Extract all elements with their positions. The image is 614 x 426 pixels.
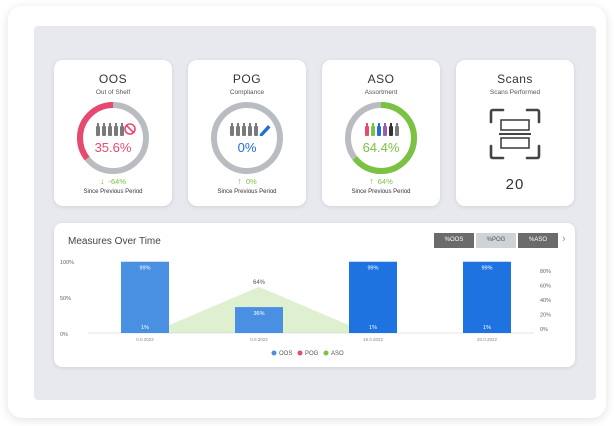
scan-frame-icon bbox=[489, 108, 541, 160]
oos-bar bbox=[349, 261, 397, 333]
right-tick-label: 60% bbox=[540, 284, 551, 290]
aso-progress-ring bbox=[345, 102, 417, 174]
right-tick-label: 20% bbox=[540, 313, 551, 319]
arrow-up-icon: ↑ bbox=[237, 176, 242, 186]
scans-subtitle: Scans Performed bbox=[489, 89, 541, 96]
legend-swatch bbox=[297, 350, 303, 356]
pog-card[interactable]: POG Compliance 0% ↑ 0% Since Previous Per… bbox=[188, 60, 306, 206]
category-label: 0.0.2022 bbox=[136, 337, 154, 342]
scans-count: 20 bbox=[505, 176, 525, 193]
aso-card[interactable]: ASO Assortment 64.4% ↑ 64% Since Previous… bbox=[322, 60, 440, 206]
right-tick-label: 0% bbox=[540, 327, 548, 333]
oos-bar bbox=[463, 261, 511, 333]
chevron-right-icon[interactable]: › bbox=[562, 233, 566, 245]
aso-subtitle: Assortment bbox=[364, 89, 398, 96]
measures-chart-card: Measures Over Time %OOS %POG %ASO › 100%… bbox=[54, 223, 575, 367]
pog-value-label: 1% bbox=[141, 325, 149, 331]
oos-change: ↓ -64% bbox=[54, 176, 172, 186]
oos-title: OOS bbox=[98, 72, 128, 86]
bar-value-label: 36% bbox=[253, 311, 264, 317]
category-label: 0.0.2022 bbox=[250, 337, 268, 342]
pog-progress-ring bbox=[211, 102, 283, 174]
bar-value-label: 99% bbox=[367, 266, 378, 272]
pog-change-value: 0% bbox=[245, 177, 257, 186]
category-label: 20.0.2022 bbox=[477, 337, 498, 342]
right-tick-label: 80% bbox=[540, 269, 551, 275]
aso-peak-label: 64% bbox=[253, 280, 266, 286]
left-tick-label: 100% bbox=[60, 260, 74, 266]
oos-subtitle: Out of Shelf bbox=[95, 89, 131, 96]
oos-bar bbox=[235, 307, 283, 333]
left-tick-label: 0% bbox=[60, 332, 68, 338]
oos-progress-ring bbox=[77, 102, 149, 174]
category-label: 19.0.2022 bbox=[363, 337, 384, 342]
aso-since: Since Previous Period bbox=[351, 189, 411, 195]
toggle-oos-button[interactable]: %OOS bbox=[434, 233, 474, 248]
legend-label: OOS bbox=[279, 351, 292, 357]
pog-since: Since Previous Period bbox=[217, 189, 277, 195]
chart-title: Measures Over Time bbox=[68, 236, 161, 247]
pog-title: POG bbox=[232, 72, 262, 86]
legend-label: ASO bbox=[331, 351, 344, 357]
oos-value: 35.6% bbox=[94, 140, 132, 155]
aso-change: ↑ 64% bbox=[322, 176, 440, 186]
app-frame: OOS Out of Shelf 35.6% ↓ -64% Since Prev bbox=[8, 6, 606, 418]
oos-change-value: -64% bbox=[108, 177, 126, 186]
aso-value: 64.4% bbox=[362, 140, 400, 155]
legend-label: POG bbox=[305, 351, 319, 357]
toggle-aso-button[interactable]: %ASO bbox=[518, 233, 558, 248]
legend-swatch bbox=[323, 350, 329, 356]
pog-change: ↑ 0% bbox=[188, 176, 306, 186]
oos-bar bbox=[121, 261, 169, 333]
aso-title: ASO bbox=[367, 72, 395, 86]
bottles-no-icon bbox=[96, 123, 136, 136]
pog-value-label: 1% bbox=[483, 325, 491, 331]
scans-title: Scans bbox=[497, 72, 533, 86]
pog-subtitle: Compliance bbox=[229, 89, 265, 96]
bottles-pencil-icon bbox=[230, 123, 271, 136]
scans-card[interactable]: Scans Scans Performed 20 bbox=[456, 60, 574, 206]
pog-value-label: 1% bbox=[369, 325, 377, 331]
arrow-up-icon: ↑ bbox=[369, 176, 374, 186]
dashboard-panel: OOS Out of Shelf 35.6% ↓ -64% Since Prev bbox=[34, 26, 596, 400]
legend-swatch bbox=[271, 350, 277, 356]
right-tick-label: 40% bbox=[540, 298, 551, 304]
measures-chart: 100% 50% 0% 80% 60% 40% 20% 0% 99% 1% 0.0.2022 36% 0… bbox=[60, 260, 551, 357]
oos-card[interactable]: OOS Out of Shelf 35.6% ↓ -64% Since Prev bbox=[54, 60, 172, 206]
bar-value-label: 99% bbox=[481, 266, 492, 272]
left-tick-label: 50% bbox=[60, 296, 71, 302]
pog-value: 0% bbox=[237, 140, 257, 155]
colored-bottles-icon bbox=[365, 123, 399, 136]
oos-since: Since Previous Period bbox=[83, 189, 143, 195]
aso-change-value: 64% bbox=[377, 177, 393, 186]
toggle-pog-button[interactable]: %POG bbox=[476, 233, 516, 248]
bar-value-label: 99% bbox=[139, 266, 150, 272]
arrow-down-icon: ↓ bbox=[99, 176, 105, 186]
